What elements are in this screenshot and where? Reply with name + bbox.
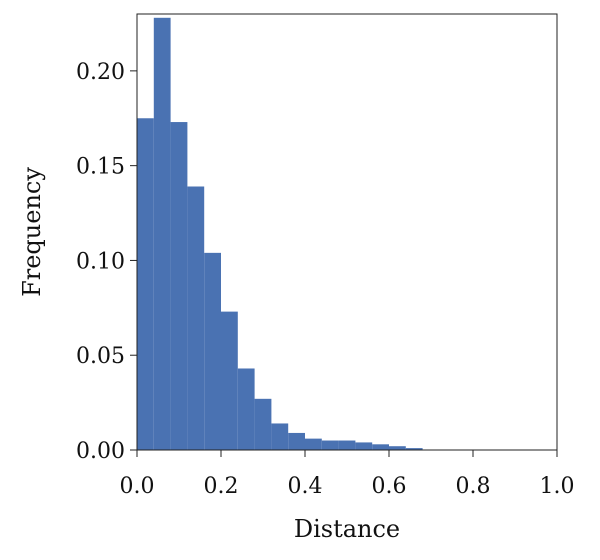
bars-group	[137, 17, 423, 451]
x-axis-label: Distance	[294, 515, 400, 543]
x-tick-label: 0.2	[204, 474, 239, 499]
histogram-bar	[305, 438, 322, 450]
y-axis: 0.00 0.05 0.10 0.15 0.20	[76, 60, 137, 464]
y-tick-label: 0.05	[76, 344, 125, 369]
y-tick-label: 0.15	[76, 155, 125, 180]
histogram-bar	[405, 448, 423, 450]
histogram-bar	[170, 122, 188, 450]
x-axis: 0.0 0.2 0.4 0.6 0.8 1.0	[120, 450, 575, 499]
x-tick-label: 0.0	[120, 474, 155, 499]
histogram-bar	[321, 440, 339, 450]
histogram-bar	[204, 252, 221, 450]
x-tick-label: 1.0	[540, 474, 575, 499]
plot-frame	[136, 13, 558, 451]
histogram-bar	[288, 432, 305, 450]
histogram-bar	[372, 444, 389, 450]
histogram-bar	[153, 17, 171, 451]
histogram-bar	[271, 423, 289, 450]
histogram-bar	[187, 186, 205, 451]
y-tick-label: 0.00	[76, 439, 125, 464]
y-axis-label: Frequency	[18, 167, 46, 297]
histogram-bar	[237, 368, 255, 450]
x-tick-label: 0.8	[456, 474, 491, 499]
x-tick-label: 0.6	[372, 474, 407, 499]
histogram-bar	[338, 440, 356, 450]
y-tick-label: 0.20	[76, 60, 125, 85]
histogram-bar	[355, 442, 373, 450]
histogram-bar	[221, 311, 238, 450]
y-tick-label: 0.10	[76, 249, 125, 274]
x-tick-label: 0.4	[288, 474, 323, 499]
histogram-bar	[254, 398, 272, 450]
histogram-bar	[137, 118, 154, 451]
histogram-bar	[389, 446, 406, 450]
